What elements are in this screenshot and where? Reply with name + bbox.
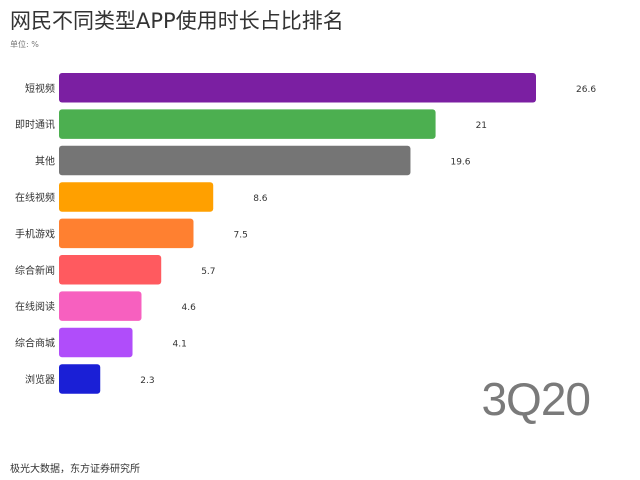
value-label: 2.3 [140,376,154,386]
category-label: 浏览器 [25,373,55,386]
bar [59,73,536,103]
value-label: 4.1 [173,340,187,350]
period-label: 3Q20 [481,373,591,425]
category-label: 手机游戏 [15,227,55,240]
category-label: 在线视频 [15,191,55,204]
bar [59,109,436,139]
category-label: 即时通讯 [15,119,55,131]
value-label: 4.6 [181,303,196,313]
value-label: 19.6 [450,158,470,168]
value-label: 7.5 [233,230,247,240]
source-note: 极光大数据，东方证券研究所 [10,464,140,475]
bar [59,218,194,249]
value-label: 21 [476,121,487,131]
category-label: 在线阅读 [15,300,55,313]
bar [59,182,214,212]
bar [59,364,101,394]
value-label: 8.6 [253,194,268,204]
bar [59,255,162,285]
bar [59,327,133,358]
chart-title: 网民不同类型APP使用时长占比排名 [10,9,344,33]
category-label: 综合商城 [15,337,55,350]
value-label: 5.7 [201,267,215,277]
category-label: 其他 [35,155,55,168]
value-label: 26.6 [576,85,596,95]
unit-label: 单位: % [10,40,39,49]
bar [59,291,142,321]
bar [59,145,411,176]
category-label: 短视频 [25,82,55,95]
category-label: 综合新闻 [15,264,55,277]
